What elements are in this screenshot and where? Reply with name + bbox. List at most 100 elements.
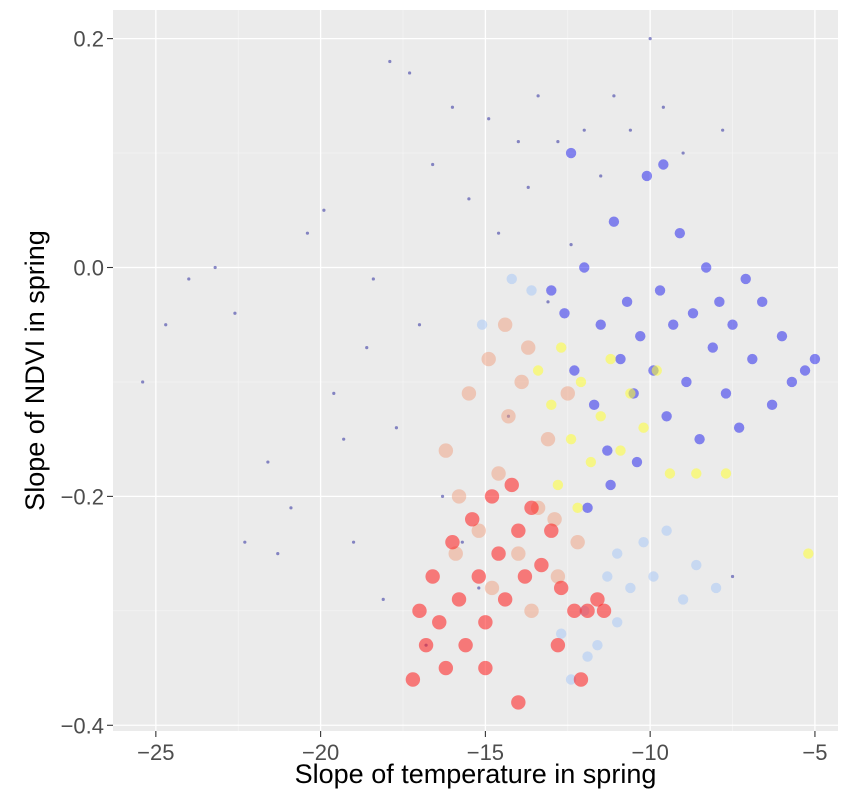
data-point xyxy=(565,147,577,159)
data-point xyxy=(440,494,445,498)
data-point xyxy=(491,546,506,561)
data-point xyxy=(668,319,679,330)
series-5 xyxy=(405,477,612,710)
data-point xyxy=(605,479,616,491)
data-point xyxy=(694,433,705,445)
data-point xyxy=(550,637,566,653)
data-point xyxy=(553,580,569,596)
data-point xyxy=(641,170,653,182)
data-point xyxy=(487,117,491,121)
series-0 xyxy=(141,37,735,647)
data-point xyxy=(681,151,685,155)
x-tick-label: −10 xyxy=(631,740,668,765)
series-1 xyxy=(546,147,821,514)
data-point xyxy=(438,660,454,676)
data-point xyxy=(631,456,643,468)
data-point xyxy=(425,569,440,584)
data-point xyxy=(714,296,725,308)
y-tick-label: −0.4 xyxy=(61,713,104,738)
data-point xyxy=(547,512,562,527)
data-point xyxy=(465,512,480,527)
data-point xyxy=(648,571,659,582)
data-point xyxy=(476,319,488,330)
data-point xyxy=(517,569,533,584)
data-point xyxy=(608,216,620,227)
data-point xyxy=(707,342,718,353)
data-point xyxy=(481,351,496,367)
data-point xyxy=(727,319,738,330)
data-point xyxy=(432,615,447,630)
data-point xyxy=(809,353,821,365)
data-point xyxy=(511,546,526,561)
data-point xyxy=(638,536,649,548)
data-point xyxy=(514,374,529,390)
data-point xyxy=(570,534,585,550)
data-point xyxy=(605,353,616,365)
data-point xyxy=(467,197,471,201)
x-tick-label: −20 xyxy=(302,740,339,765)
data-point xyxy=(592,639,603,651)
data-point xyxy=(710,582,722,594)
x-tick-label: −15 xyxy=(467,740,504,765)
data-point xyxy=(599,174,603,178)
data-point xyxy=(394,426,399,430)
data-point xyxy=(612,94,616,98)
data-point xyxy=(546,285,557,296)
data-point xyxy=(491,466,506,481)
x-tick-label: −25 xyxy=(137,740,174,765)
data-point xyxy=(501,409,516,424)
data-point xyxy=(757,296,768,308)
data-point xyxy=(638,422,649,433)
data-point xyxy=(588,399,600,411)
data-point xyxy=(534,557,549,573)
data-point xyxy=(438,443,454,458)
data-point xyxy=(550,569,566,584)
data-point xyxy=(582,651,593,662)
data-point xyxy=(450,105,455,109)
data-point xyxy=(511,523,526,538)
series-4 xyxy=(438,317,585,619)
data-point xyxy=(266,460,270,464)
data-point xyxy=(691,559,702,571)
data-point xyxy=(635,330,646,342)
data-point xyxy=(590,592,605,607)
data-point xyxy=(524,500,539,516)
data-point xyxy=(733,422,745,433)
data-point xyxy=(681,376,692,388)
data-point xyxy=(431,162,435,167)
y-tick-label: 0.2 xyxy=(73,27,104,52)
data-point xyxy=(461,386,477,401)
data-point xyxy=(540,431,556,447)
data-point xyxy=(521,340,536,355)
data-point xyxy=(651,365,662,376)
data-point xyxy=(628,128,632,132)
data-point xyxy=(661,411,672,422)
data-point xyxy=(595,411,606,422)
data-point xyxy=(526,285,537,296)
axis-ticks xyxy=(107,38,816,737)
data-point xyxy=(567,603,582,619)
data-point xyxy=(478,660,493,676)
data-point xyxy=(615,353,626,365)
x-axis-title: Slope of temperature in spring xyxy=(295,759,657,789)
major-gridlines xyxy=(113,10,838,731)
data-point xyxy=(407,71,412,75)
data-point xyxy=(648,37,652,41)
data-point xyxy=(458,637,473,653)
plot-panel xyxy=(113,10,838,731)
series-3 xyxy=(532,342,814,559)
data-point xyxy=(700,262,712,273)
x-tick-label: −5 xyxy=(802,740,827,765)
data-point xyxy=(674,227,686,239)
data-point xyxy=(448,546,463,561)
data-point xyxy=(233,311,237,315)
data-point xyxy=(546,399,557,411)
y-axis-title: Slope of NDVI in spring xyxy=(20,230,50,511)
data-point xyxy=(621,296,633,308)
data-point xyxy=(582,502,593,514)
data-point xyxy=(552,479,564,491)
data-point xyxy=(417,323,422,327)
data-point xyxy=(484,489,500,504)
data-point xyxy=(471,569,486,584)
data-point xyxy=(342,437,346,441)
